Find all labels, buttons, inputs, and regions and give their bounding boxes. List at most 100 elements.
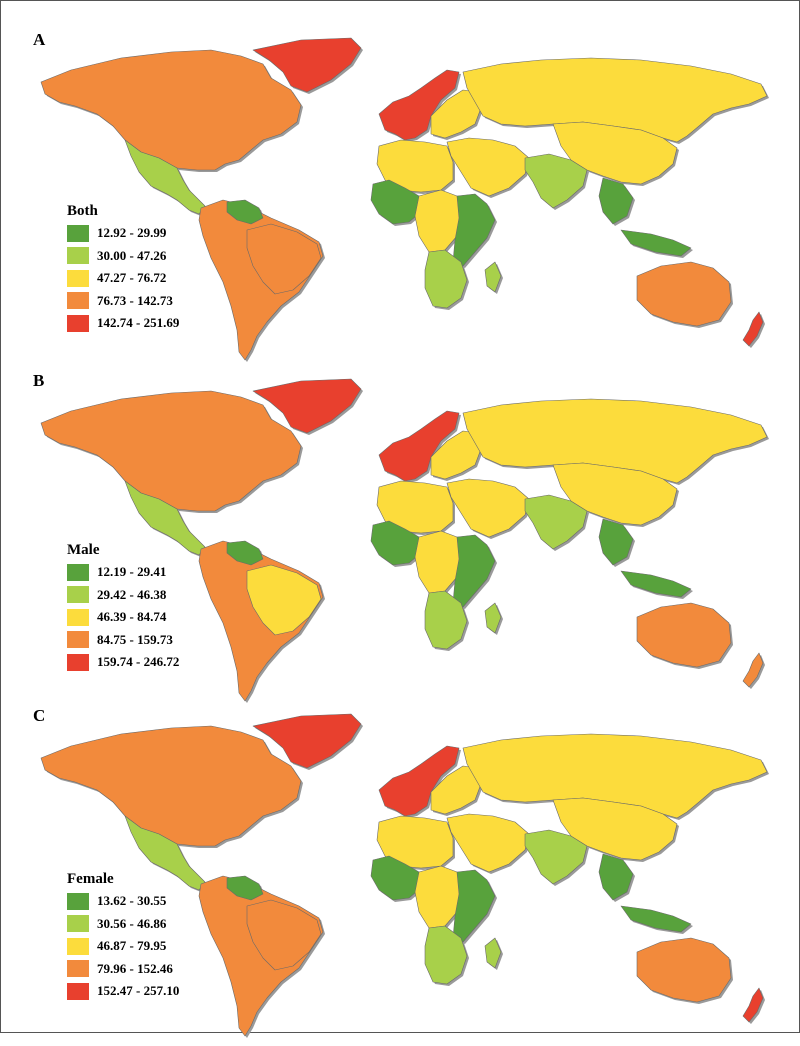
region-western-europe bbox=[378, 410, 460, 482]
legend-label: 47.27 - 76.72 bbox=[97, 270, 167, 286]
panel-c: C Female 13.62 - 30.55 30.56 - 46.86 46.… bbox=[1, 706, 799, 1046]
panel-b: B Male 12.19 - 29.41 29.42 - 46.38 46.39… bbox=[1, 371, 799, 711]
legend-label: 30.00 - 47.26 bbox=[97, 247, 167, 263]
region-australia bbox=[636, 602, 732, 668]
legend-title: Female bbox=[67, 871, 114, 887]
region-eastern-europe bbox=[430, 89, 482, 139]
legend-title: Both bbox=[67, 203, 98, 219]
legend-label: 13.62 - 30.55 bbox=[97, 893, 167, 909]
region-new-zealand bbox=[742, 987, 764, 1023]
region-east-asia bbox=[552, 121, 678, 185]
region-central-africa bbox=[414, 530, 462, 594]
legend-item: 30.00 - 47.26 bbox=[67, 245, 179, 268]
region-north-america bbox=[40, 49, 302, 171]
legend-swatch bbox=[67, 960, 89, 978]
legend-label: 29.42 - 46.38 bbox=[97, 586, 167, 602]
legend-item: 30.56 - 46.86 bbox=[67, 913, 179, 936]
region-russia bbox=[462, 398, 768, 484]
legend-swatch bbox=[67, 563, 89, 581]
legend-label: 12.19 - 29.41 bbox=[97, 564, 167, 580]
region-russia bbox=[462, 733, 768, 819]
region-new-zealand bbox=[742, 311, 764, 347]
region-east-africa bbox=[452, 534, 496, 608]
region-north-africa bbox=[376, 139, 454, 193]
region-south-asia bbox=[524, 153, 588, 209]
legend-label: 76.73 - 142.73 bbox=[97, 292, 173, 308]
region-central-africa bbox=[414, 865, 462, 929]
legend-swatch bbox=[67, 631, 89, 649]
region-western-europe bbox=[378, 745, 460, 817]
region-greenland bbox=[252, 37, 362, 93]
region-middle-east bbox=[446, 137, 530, 197]
legend-swatch bbox=[67, 915, 89, 933]
world-map bbox=[40, 37, 769, 362]
legend-item: 84.75 - 159.73 bbox=[67, 629, 179, 652]
legend-swatch bbox=[67, 653, 89, 671]
region-north-africa bbox=[376, 480, 454, 534]
region-east-asia bbox=[552, 797, 678, 861]
legend-label: 152.47 - 257.10 bbox=[97, 983, 180, 999]
legend-label: 159.74 - 246.72 bbox=[97, 654, 180, 670]
legend-swatch bbox=[67, 586, 89, 604]
region-guianas bbox=[226, 875, 264, 901]
region-guianas bbox=[226, 199, 264, 225]
legend-item: 76.73 - 142.73 bbox=[67, 290, 179, 313]
legend-item: 47.27 - 76.72 bbox=[67, 267, 179, 290]
region-middle-east bbox=[446, 478, 530, 538]
legend-item: 12.92 - 29.99 bbox=[67, 222, 179, 245]
panel-a: A Both 12.92 - 29.99 30.00 - 47.26 47.27… bbox=[1, 30, 799, 370]
world-map bbox=[40, 378, 769, 703]
legend-item: 79.96 - 152.46 bbox=[67, 958, 179, 981]
region-southeast-asia bbox=[598, 518, 692, 598]
legend-label: 12.92 - 29.99 bbox=[97, 225, 167, 241]
region-southern-africa bbox=[424, 590, 502, 650]
region-middle-east bbox=[446, 813, 530, 873]
region-russia bbox=[462, 57, 768, 143]
legend-item: 159.74 - 246.72 bbox=[67, 651, 179, 674]
region-australia bbox=[636, 261, 732, 327]
legend-title: Male bbox=[67, 542, 100, 558]
legend-swatch bbox=[67, 937, 89, 955]
region-southern-africa bbox=[424, 925, 502, 985]
region-north-america bbox=[40, 725, 302, 847]
legend-item: 142.74 - 251.69 bbox=[67, 312, 179, 335]
legend-swatch bbox=[67, 314, 89, 332]
region-north-america bbox=[40, 390, 302, 512]
region-greenland bbox=[252, 713, 362, 769]
legend-label: 84.75 - 159.73 bbox=[97, 631, 173, 647]
region-southeast-asia bbox=[598, 177, 692, 257]
panel-letter: A bbox=[33, 30, 46, 49]
legend-label: 46.39 - 84.74 bbox=[97, 609, 167, 625]
legend: Both 12.92 - 29.99 30.00 - 47.26 47.27 -… bbox=[67, 200, 179, 335]
region-east-asia bbox=[552, 462, 678, 526]
region-brazil bbox=[246, 899, 322, 971]
region-eastern-europe bbox=[430, 765, 482, 815]
legend-item: 152.47 - 257.10 bbox=[67, 980, 179, 1003]
legend-label: 30.56 - 46.86 bbox=[97, 915, 167, 931]
legend-item: 29.42 - 46.38 bbox=[67, 584, 179, 607]
legend: Female 13.62 - 30.55 30.56 - 46.86 46.87… bbox=[67, 868, 179, 1003]
legend-swatch bbox=[67, 247, 89, 265]
legend-item: 46.87 - 79.95 bbox=[67, 935, 179, 958]
region-central-africa bbox=[414, 189, 462, 253]
legend-swatch bbox=[67, 292, 89, 310]
panel-letter: C bbox=[33, 706, 46, 725]
legend-swatch bbox=[67, 269, 89, 287]
region-southeast-asia bbox=[598, 853, 692, 933]
region-east-africa bbox=[452, 869, 496, 943]
legend-swatch bbox=[67, 224, 89, 242]
region-southern-africa bbox=[424, 249, 502, 309]
world-map bbox=[40, 713, 769, 1038]
region-australia bbox=[636, 937, 732, 1003]
region-north-africa bbox=[376, 815, 454, 869]
panel-letter: B bbox=[33, 371, 45, 390]
legend-item: 12.19 - 29.41 bbox=[67, 561, 179, 584]
legend-swatch bbox=[67, 608, 89, 626]
legend-label: 46.87 - 79.95 bbox=[97, 938, 167, 954]
region-south-asia bbox=[524, 829, 588, 885]
legend-label: 142.74 - 251.69 bbox=[97, 315, 180, 331]
region-western-europe bbox=[378, 69, 460, 141]
legend: Male 12.19 - 29.41 29.42 - 46.38 46.39 -… bbox=[67, 539, 179, 674]
region-new-zealand bbox=[742, 652, 764, 688]
legend-swatch bbox=[67, 982, 89, 1000]
